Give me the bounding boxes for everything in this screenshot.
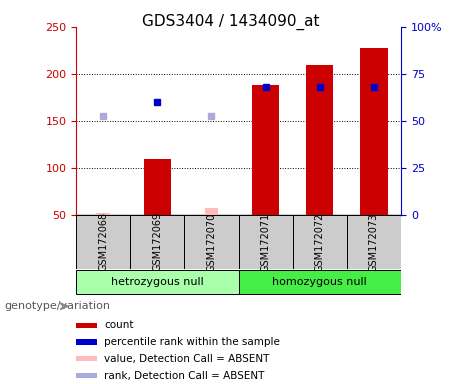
Bar xyxy=(76,356,97,361)
Bar xyxy=(239,270,401,294)
Text: GSM172071: GSM172071 xyxy=(260,212,271,271)
Bar xyxy=(184,215,238,269)
Bar xyxy=(76,323,97,328)
Text: GSM172070: GSM172070 xyxy=(207,212,217,271)
Text: GSM172073: GSM172073 xyxy=(369,212,379,271)
Bar xyxy=(293,215,347,269)
Bar xyxy=(76,215,130,269)
Bar xyxy=(144,159,171,215)
Text: genotype/variation: genotype/variation xyxy=(5,301,111,311)
Text: count: count xyxy=(104,320,134,330)
Bar xyxy=(76,373,97,378)
Bar xyxy=(306,65,333,215)
Bar xyxy=(96,213,110,215)
Text: hetrozygous null: hetrozygous null xyxy=(111,277,204,287)
Bar xyxy=(76,339,97,345)
Text: GSM172072: GSM172072 xyxy=(315,212,325,271)
Bar xyxy=(76,270,238,294)
Bar xyxy=(205,209,218,215)
Bar xyxy=(130,215,184,269)
Text: GDS3404 / 1434090_at: GDS3404 / 1434090_at xyxy=(142,13,319,30)
Bar xyxy=(239,215,293,269)
Text: percentile rank within the sample: percentile rank within the sample xyxy=(104,337,280,347)
Text: value, Detection Call = ABSENT: value, Detection Call = ABSENT xyxy=(104,354,270,364)
Text: GSM172068: GSM172068 xyxy=(98,212,108,271)
Bar xyxy=(347,215,401,269)
Text: homozygous null: homozygous null xyxy=(272,277,367,287)
Bar xyxy=(361,48,388,215)
Bar xyxy=(252,85,279,215)
Text: rank, Detection Call = ABSENT: rank, Detection Call = ABSENT xyxy=(104,371,265,381)
Text: GSM172069: GSM172069 xyxy=(152,212,162,271)
